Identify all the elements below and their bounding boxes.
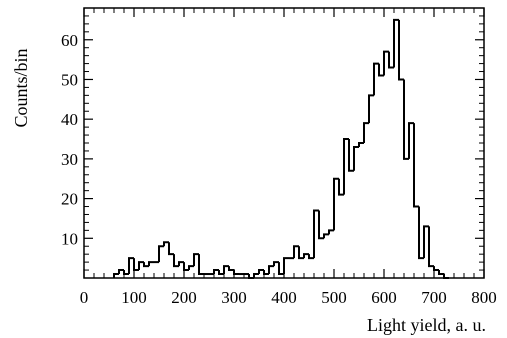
histogram-bin xyxy=(383,50,389,76)
histogram-bin xyxy=(423,225,429,259)
histogram-bin xyxy=(403,79,409,160)
histogram-bin xyxy=(298,246,304,260)
y-tick-label: 30 xyxy=(61,150,78,169)
y-tick-label: 50 xyxy=(61,70,78,89)
histogram-bin xyxy=(263,270,269,276)
histogram-bin xyxy=(368,94,374,124)
tick-labels: 0 100 200 300 400 500 600 700 800 10 20 30 40 50 60 xyxy=(61,31,497,307)
histogram-bin xyxy=(158,245,164,263)
x-axis-title: Light yield, a. u. xyxy=(367,315,486,335)
histogram-bin xyxy=(273,261,279,267)
histogram-bin xyxy=(148,261,154,267)
histogram-bin xyxy=(373,62,379,96)
x-tick-label: 300 xyxy=(221,288,247,307)
histogram-bin xyxy=(268,265,274,275)
histogram-bin xyxy=(408,122,414,159)
histogram-bin xyxy=(378,63,384,77)
histogram-bin xyxy=(213,269,219,275)
histogram-bin xyxy=(163,241,169,247)
histogram-bin xyxy=(418,206,424,260)
x-tick-label: 800 xyxy=(471,288,497,307)
histogram-bin xyxy=(343,138,349,195)
histogram-series xyxy=(113,18,449,279)
y-tick-label: 10 xyxy=(61,229,78,248)
axis-ticks xyxy=(83,8,485,278)
histogram-bin xyxy=(123,270,129,276)
histogram-bin xyxy=(363,122,369,143)
histogram-bin xyxy=(168,242,174,256)
histogram-bin xyxy=(388,51,394,69)
histogram-bin xyxy=(293,245,299,259)
histogram-bin xyxy=(223,265,229,275)
histogram-bin xyxy=(413,123,419,208)
histogram-bin xyxy=(353,145,359,171)
histogram-bin xyxy=(218,270,224,276)
histogram-bin xyxy=(193,253,199,267)
histogram-bin xyxy=(128,257,134,275)
histogram-bin xyxy=(233,270,239,276)
histogram-bin xyxy=(313,209,319,259)
y-tick-label: 60 xyxy=(61,31,78,50)
histogram-bin xyxy=(333,177,339,231)
histogram-bin xyxy=(143,262,149,268)
histogram-bin xyxy=(328,229,334,235)
histogram-bin xyxy=(303,253,309,259)
x-tick-label: 600 xyxy=(371,288,397,307)
histogram-bin xyxy=(338,178,344,196)
histogram-bin xyxy=(258,269,264,275)
histogram-bin xyxy=(443,274,449,279)
y-tick-label: 20 xyxy=(61,190,78,209)
histogram-bin xyxy=(133,258,139,272)
histogram-bin xyxy=(188,265,194,271)
histogram-bin xyxy=(438,270,444,276)
histogram-bin xyxy=(253,273,259,278)
histogram-bin xyxy=(433,266,439,272)
histogram-bin xyxy=(173,254,179,268)
histogram-bin xyxy=(283,257,289,275)
histogram-bin xyxy=(318,210,324,240)
histogram-bin xyxy=(323,233,329,239)
histogram-bin xyxy=(398,19,404,81)
histogram-bin xyxy=(393,18,399,68)
x-tick-label: 200 xyxy=(171,288,197,307)
histogram-bin xyxy=(118,269,124,275)
histogram-bin xyxy=(183,262,189,272)
histogram-bin xyxy=(428,226,434,268)
histogram-bin xyxy=(178,261,184,267)
y-axis-title: Counts/bin xyxy=(11,48,31,127)
histogram-bin xyxy=(278,262,284,276)
histogram-bin xyxy=(348,139,354,172)
x-tick-label: 100 xyxy=(121,288,147,307)
histogram-bin xyxy=(228,266,234,272)
x-tick-label: 500 xyxy=(321,288,347,307)
x-tick-label: 400 xyxy=(271,288,297,307)
x-tick-label: 0 xyxy=(80,288,89,307)
histogram-bin xyxy=(308,254,314,260)
histogram-bin xyxy=(138,261,144,271)
y-tick-label: 40 xyxy=(61,110,78,129)
histogram-bin xyxy=(113,273,119,278)
x-tick-label: 700 xyxy=(421,288,447,307)
histogram-bin xyxy=(198,254,204,276)
histogram-bin xyxy=(358,142,364,147)
histogram-bin xyxy=(248,274,254,279)
